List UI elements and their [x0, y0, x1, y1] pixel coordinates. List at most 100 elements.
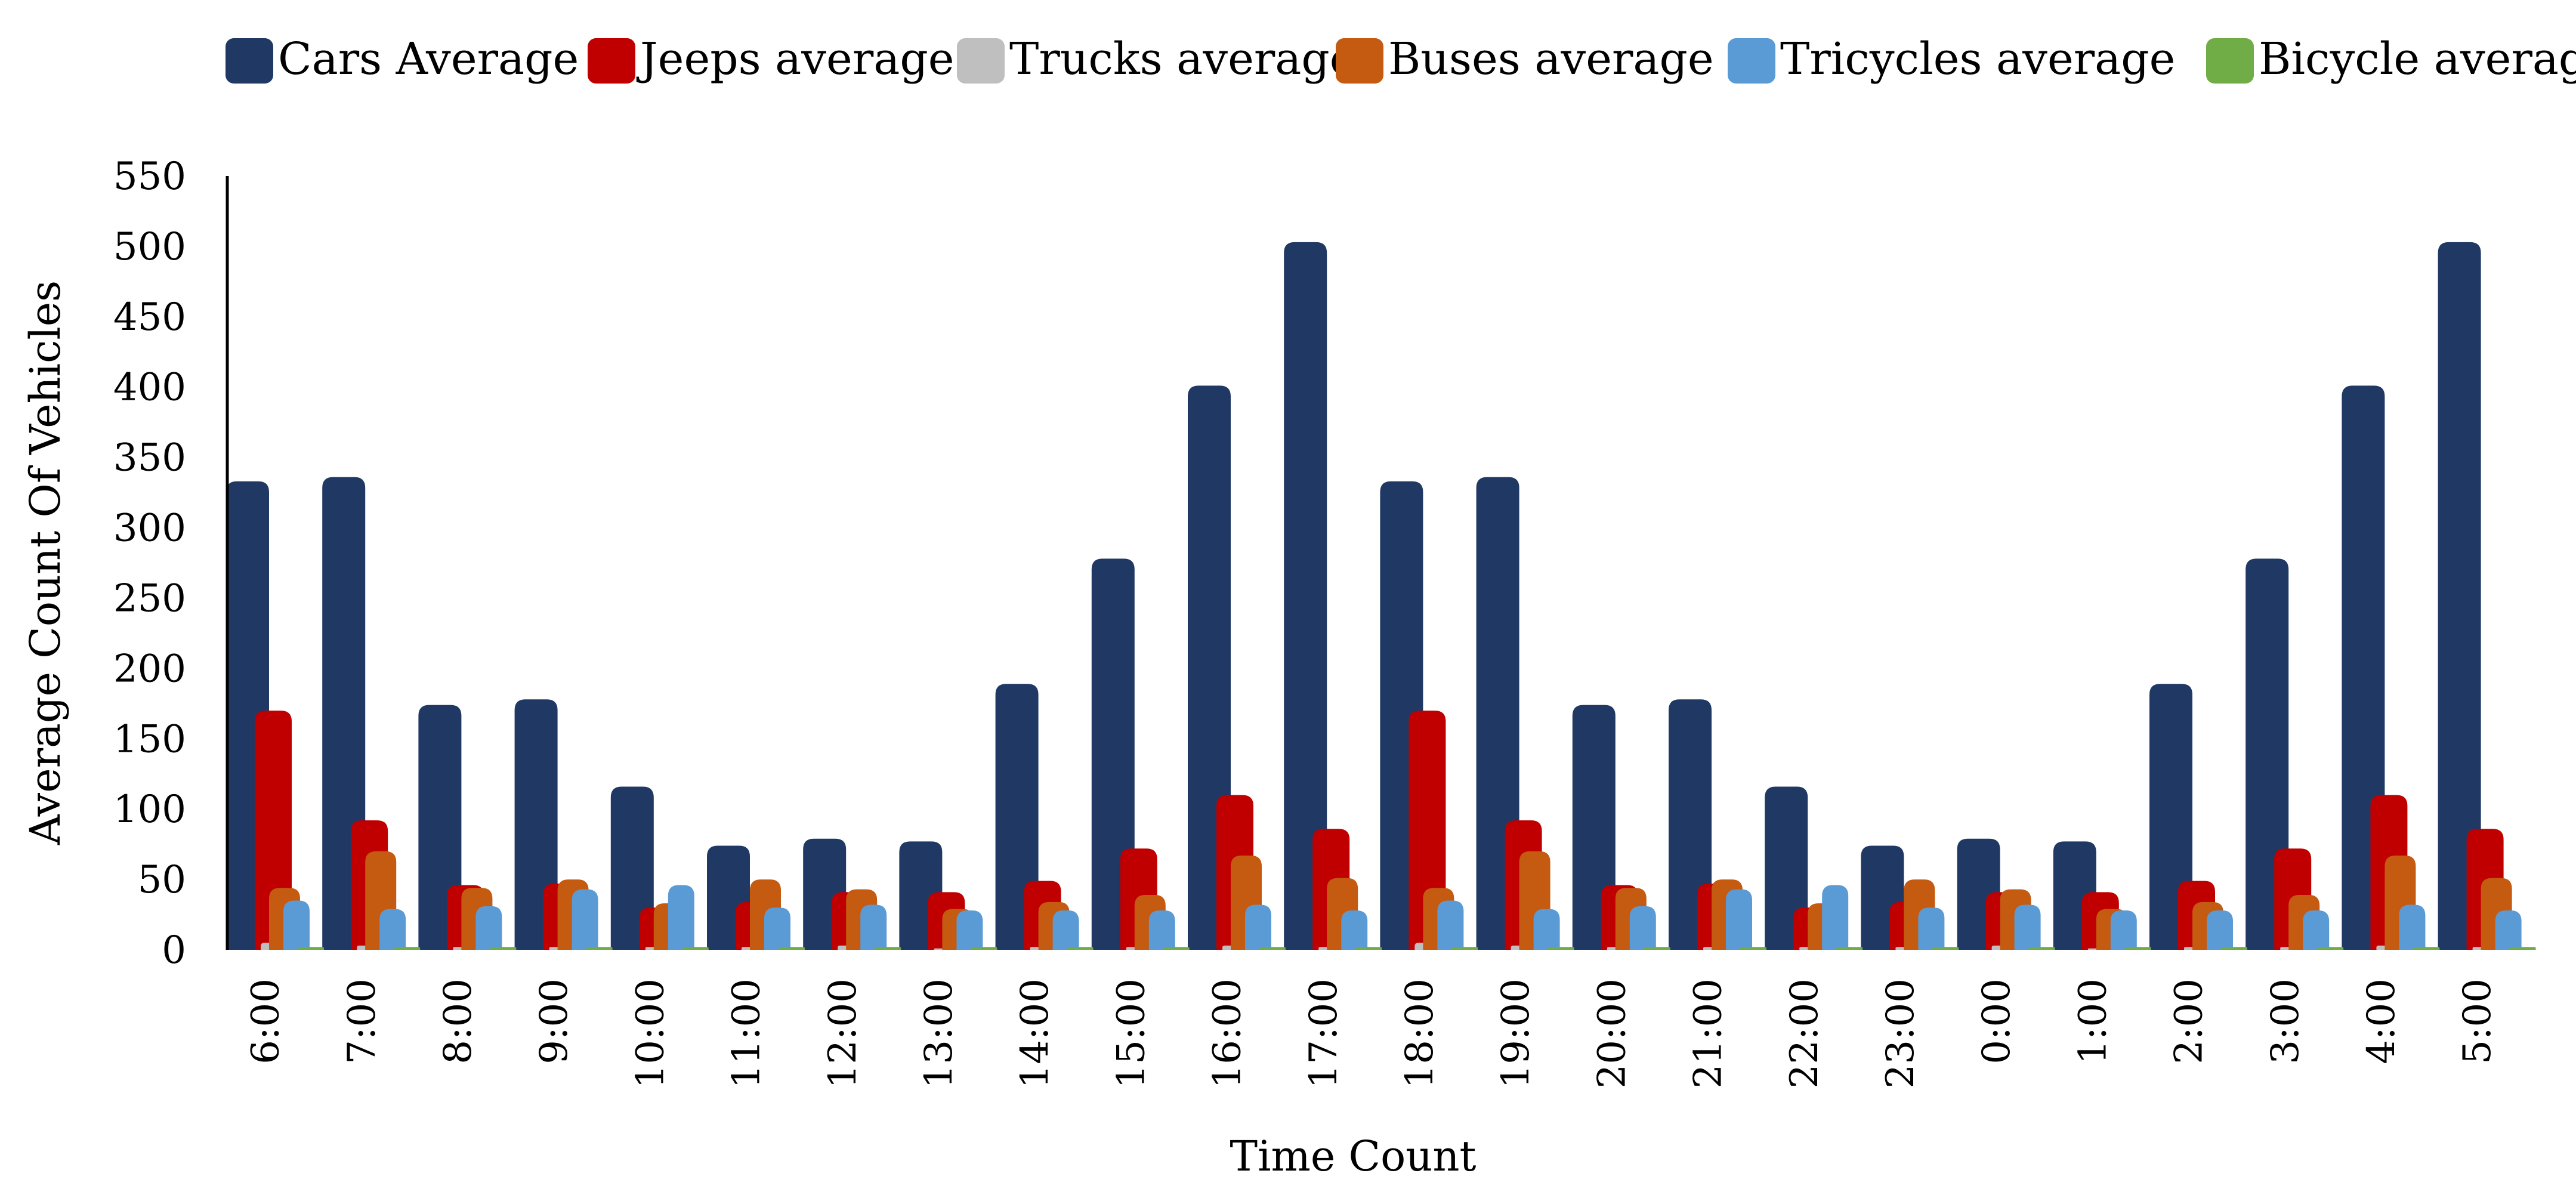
bar-bicycle-average-16-00 — [1259, 947, 1286, 950]
legend-item-trucks-average: Trucks average — [957, 33, 1356, 85]
bar-bicycle-average-1-00 — [2124, 947, 2151, 950]
legend-item-bicycle-average: Bicycle average — [2206, 33, 2576, 85]
bar-bicycle-average-15-00 — [1163, 947, 1190, 950]
x-tick-label: 22:00 — [1783, 978, 1827, 1088]
bars — [226, 242, 2536, 950]
x-tick-label: 12:00 — [821, 978, 865, 1088]
bar-tricycles-average-4-00 — [2399, 904, 2426, 950]
bar-bicycle-average-7-00 — [394, 947, 421, 950]
bar-bicycle-average-8-00 — [490, 947, 517, 950]
legend-label: Bicycle average — [2259, 33, 2576, 85]
y-tick-label: 350 — [113, 436, 186, 480]
legend-label: Tricycles average — [1780, 33, 2175, 85]
bar-tricycles-average-2-00 — [2207, 910, 2233, 950]
y-tick-label: 50 — [138, 858, 186, 902]
y-tick-label: 500 — [113, 225, 186, 269]
y-axis-ticks: 0 50 100 150 200 250 300 350 400 450 500 550 — [113, 155, 186, 972]
bar-bicycle-average-9-00 — [586, 947, 613, 950]
legend-item-cars-average: Cars Average — [226, 33, 579, 85]
y-tick-label: 300 — [113, 507, 186, 551]
bar-tricycles-average-18-00 — [1437, 900, 1464, 950]
x-tick-label: 6:00 — [244, 978, 288, 1064]
bar-bicycle-average-3-00 — [2317, 947, 2344, 950]
x-tick-label: 11:00 — [725, 978, 769, 1088]
legend: Cars Average Jeeps average Trucks average B… — [226, 33, 2576, 85]
bar-tricycles-average-11-00 — [764, 907, 790, 950]
legend-label: Cars Average — [278, 33, 579, 85]
bar-tricycles-average-1-00 — [2110, 910, 2137, 950]
x-tick-label: 1:00 — [2071, 978, 2115, 1064]
bar-bicycle-average-18-00 — [1451, 947, 1478, 950]
bar-tricycles-average-16-00 — [1245, 904, 1271, 950]
x-tick-label: 8:00 — [436, 978, 480, 1064]
legend-item-tricycles-average: Tricycles average — [1728, 33, 2175, 85]
x-tick-label: 3:00 — [2263, 978, 2308, 1064]
legend-swatch — [1336, 38, 1383, 84]
bar-bicycle-average-0-00 — [2028, 947, 2055, 950]
y-tick-label: 400 — [113, 366, 186, 410]
bar-tricycles-average-14-00 — [1052, 910, 1079, 950]
y-tick-label: 250 — [113, 576, 186, 620]
y-tick-label: 150 — [113, 717, 186, 761]
series-tricycles-average — [283, 885, 2522, 950]
bar-bicycle-average-10-00 — [682, 947, 709, 950]
legend-label: Buses average — [1388, 33, 1714, 85]
legend-label: Trucks average — [1009, 33, 1356, 85]
bar-tricycles-average-22-00 — [1822, 885, 1849, 950]
bar-bicycle-average-21-00 — [1740, 947, 1766, 950]
bar-bicycle-average-2-00 — [2221, 947, 2247, 950]
y-axis-title: Average Count Of Vehicles — [21, 280, 70, 845]
bar-tricycles-average-15-00 — [1148, 910, 1175, 950]
x-axis-title: Time Count — [1230, 1132, 1476, 1181]
legend-item-buses-average: Buses average — [1336, 33, 1714, 85]
series-cars-average — [226, 242, 2481, 950]
legend-swatch — [957, 38, 1005, 84]
bar-bicycle-average-14-00 — [1067, 947, 1094, 950]
bar-cars-average-10-00 — [610, 786, 654, 950]
bar-tricycles-average-6-00 — [283, 900, 310, 950]
legend-swatch — [226, 38, 273, 84]
bar-tricycles-average-13-00 — [956, 910, 983, 950]
y-tick-label: 0 — [162, 928, 186, 972]
bar-bicycle-average-17-00 — [1355, 947, 1382, 950]
x-axis-ticks: 6:00 7:00 8:00 9:00 10:00 11:00 12:00 13:00 14:0… — [244, 978, 2500, 1088]
bar-tricycles-average-5-00 — [2495, 910, 2522, 950]
bar-tricycles-average-12-00 — [860, 904, 887, 950]
bar-bicycle-average-4-00 — [2413, 947, 2440, 950]
x-tick-label: 15:00 — [1109, 978, 1153, 1088]
x-tick-label: 23:00 — [1879, 978, 1923, 1088]
legend-item-jeeps-average: Jeeps average — [588, 33, 955, 85]
bar-tricycles-average-23-00 — [1918, 907, 1945, 950]
bar-tricycles-average-3-00 — [2303, 910, 2330, 950]
bar-bicycle-average-19-00 — [1548, 947, 1574, 950]
x-tick-label: 18:00 — [1398, 978, 1442, 1088]
y-tick-label: 200 — [113, 647, 186, 691]
bar-bicycle-average-5-00 — [2509, 947, 2536, 950]
series-bicycle-average — [298, 947, 2536, 950]
bar-tricycles-average-20-00 — [1629, 906, 1656, 950]
legend-swatch — [1728, 38, 1775, 84]
x-tick-label: 20:00 — [1590, 978, 1634, 1088]
bar-cars-average-5-00 — [2438, 242, 2481, 950]
bar-bicycle-average-11-00 — [779, 947, 805, 950]
x-tick-label: 9:00 — [532, 978, 576, 1064]
legend-label: Jeeps average — [636, 33, 955, 85]
bar-tricycles-average-19-00 — [1533, 909, 1560, 950]
x-tick-label: 19:00 — [1494, 978, 1538, 1088]
bar-bicycle-average-6-00 — [298, 947, 324, 950]
x-tick-label: 0:00 — [1975, 978, 2019, 1064]
bar-tricycles-average-21-00 — [1726, 889, 1752, 950]
bar-tricycles-average-0-00 — [2014, 904, 2041, 950]
y-tick-label: 550 — [113, 155, 186, 199]
x-tick-label: 13:00 — [917, 978, 961, 1088]
y-tick-label: 450 — [113, 295, 186, 339]
bar-tricycles-average-8-00 — [475, 906, 502, 950]
x-tick-label: 16:00 — [1206, 978, 1250, 1088]
x-tick-label: 21:00 — [1687, 978, 1731, 1088]
bar-bicycle-average-20-00 — [1644, 947, 1670, 950]
bar-tricycles-average-17-00 — [1341, 910, 1368, 950]
bar-cars-average-22-00 — [1765, 786, 1808, 950]
bar-bicycle-average-22-00 — [1836, 947, 1863, 950]
x-tick-label: 17:00 — [1302, 978, 1346, 1088]
